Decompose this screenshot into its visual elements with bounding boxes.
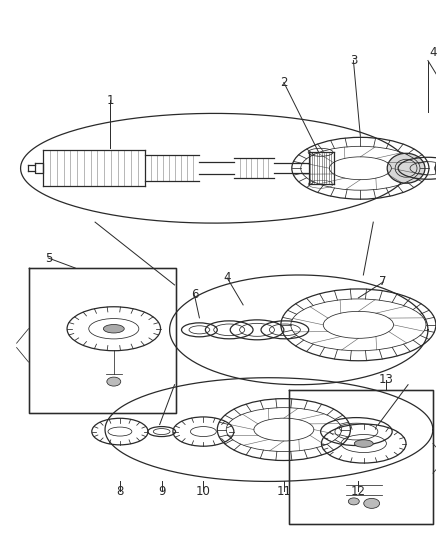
Text: 7: 7 <box>379 276 387 288</box>
Ellipse shape <box>107 377 121 386</box>
Text: 1: 1 <box>106 94 114 107</box>
Text: 3: 3 <box>350 54 357 67</box>
Text: 12: 12 <box>351 485 366 498</box>
Text: 8: 8 <box>116 485 124 498</box>
Text: 6: 6 <box>191 288 198 302</box>
Text: 5: 5 <box>45 252 52 264</box>
Text: 4: 4 <box>223 271 231 285</box>
Text: 4: 4 <box>429 46 437 59</box>
Ellipse shape <box>364 498 380 508</box>
Text: 11: 11 <box>276 485 291 498</box>
Ellipse shape <box>354 440 373 447</box>
Ellipse shape <box>103 325 124 333</box>
Text: 10: 10 <box>196 485 211 498</box>
Ellipse shape <box>348 498 359 505</box>
Text: 9: 9 <box>158 485 166 498</box>
Text: 13: 13 <box>379 373 394 386</box>
Ellipse shape <box>387 154 425 183</box>
Text: 2: 2 <box>280 76 288 89</box>
